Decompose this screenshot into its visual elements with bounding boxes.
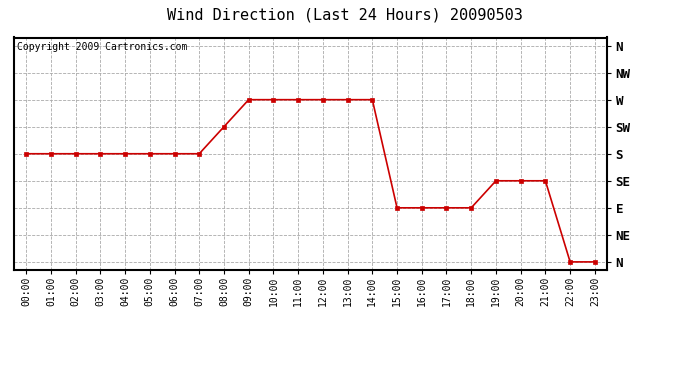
Text: Wind Direction (Last 24 Hours) 20090503: Wind Direction (Last 24 Hours) 20090503 xyxy=(167,8,523,22)
Text: Copyright 2009 Cartronics.com: Copyright 2009 Cartronics.com xyxy=(17,42,187,52)
